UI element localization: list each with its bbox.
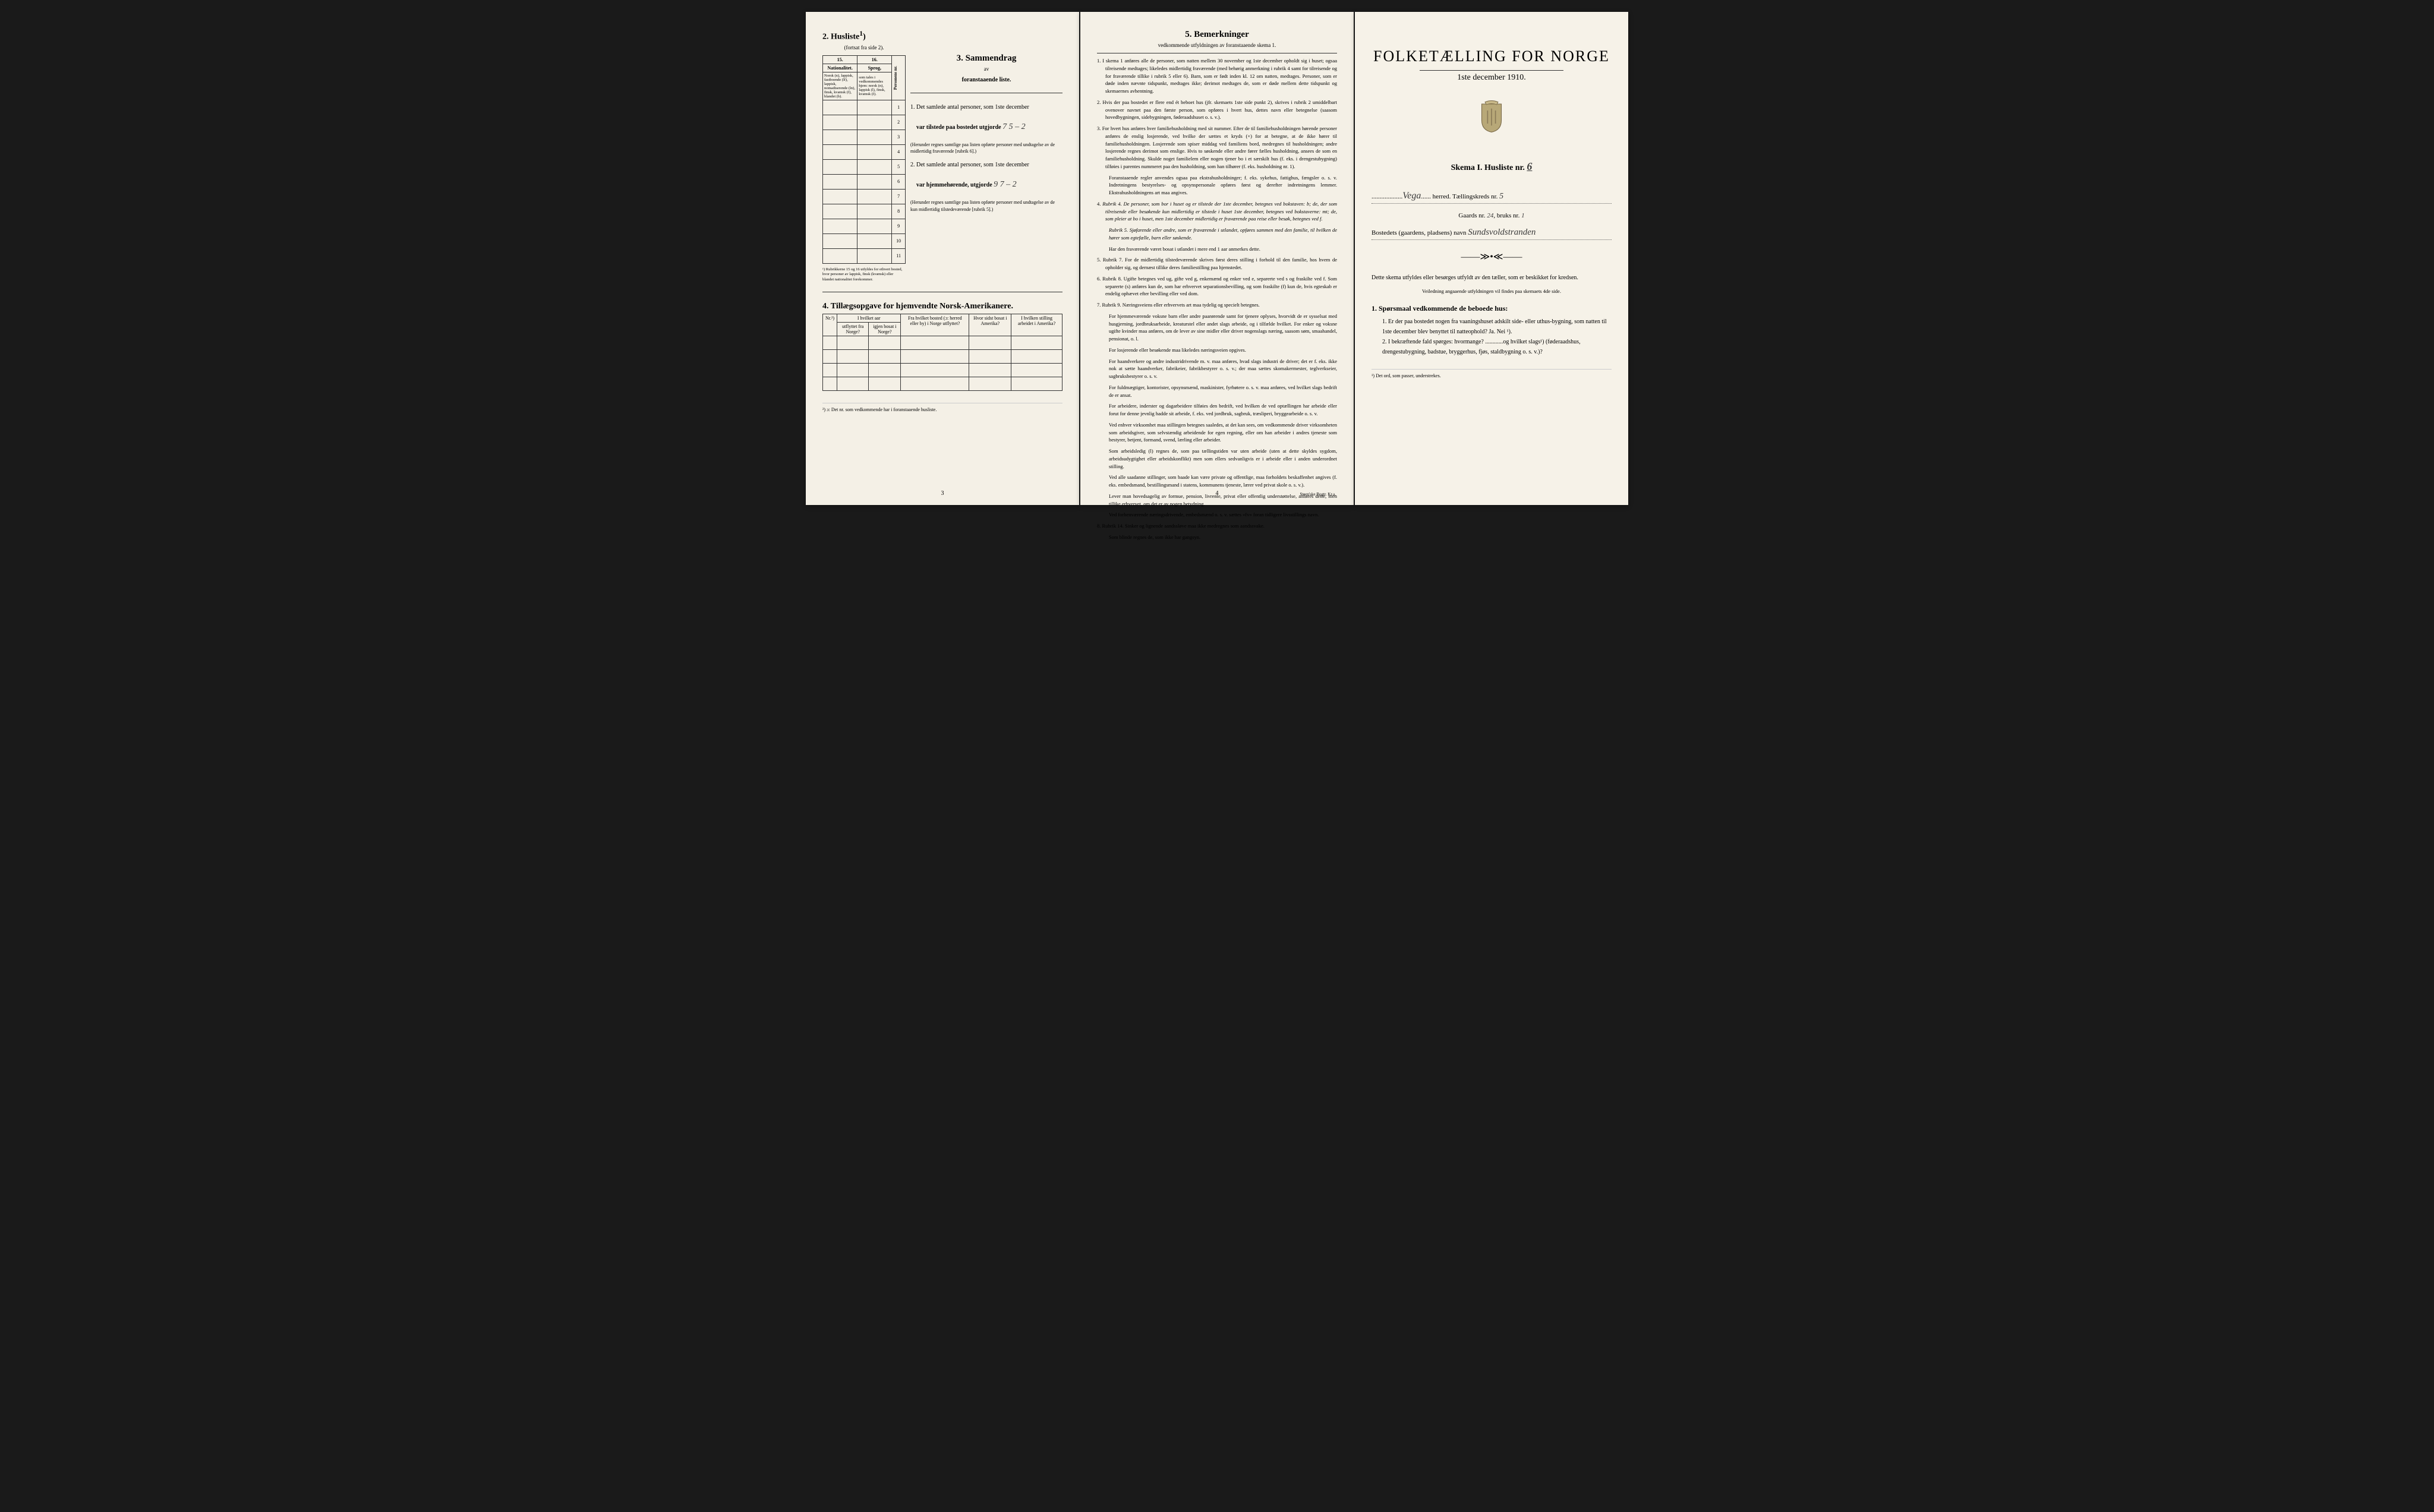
rubrik-9b: For losjerende eller besøkende maa likel… [1097,346,1337,354]
rubrik-9e: For arbeidere, inderster og dagarbeidere… [1097,402,1337,418]
tillaeg-table: Nr.²) I hvilket aar Fra hvilket bosted (… [822,314,1062,391]
rubrik-9h: Ved alle saadanne stillinger, som baade … [1097,474,1337,489]
rubrik-9g: Som arbeidsledig (l) regnes de, som paa … [1097,447,1337,470]
husliste-title: 2. Husliste1) [822,30,906,42]
coat-of-arms-icon [1372,100,1612,137]
page-number: 3 [941,490,944,497]
ornament-icon: ――≫•≪―― [1372,251,1612,263]
rubrik-14b: Som blinde regnes de, som ikke har gangs… [1097,534,1337,541]
skema-line: Skema I. Husliste nr. 6 [1372,160,1612,173]
table-row [823,377,1062,390]
page-4: 5. Bemerkninger vedkommende utfyldningen… [1080,12,1354,505]
col-from-where: Fra hvilket bosted (ɔ: herred eller by) … [901,314,969,336]
top-section: 2. Husliste1) (fortsat fra side 2). 15. … [822,30,1062,282]
summary-note-1: (Herunder regnes samtlige paa listen opf… [910,141,1062,154]
question-header: 1. Spørsmaal vedkommende de beboede hus: [1372,304,1612,313]
rubrik-9f: Ved enhver virksomhet maa stillingen bet… [1097,421,1337,444]
document-spread: 2. Husliste1) (fortsat fra side 2). 15. … [794,0,1640,517]
nationalitet-text: Norsk (n), lappisk, fastboende (lf), lap… [823,72,857,100]
col-last-america: Hvor sidst bosat i Amerika? [969,314,1011,336]
bosted-line: Bostedets (gaardens, pladsens) navn Sund… [1372,228,1612,240]
handwritten-value-2: 9 7 – 2 [994,180,1017,189]
col-emigrated: utflyttet fra Norge? [837,322,869,336]
table-row: 10 [823,233,906,248]
rubrik-5: Rubrik 5. Sjøfarende eller andre, som er… [1097,226,1337,242]
rubrik-7: 5. Rubrik 7. For de midlertidig tilstede… [1097,256,1337,272]
sprog-header: Sprog, [857,64,892,72]
table-row: 1 [823,100,906,115]
rubrik-9d: For fuldmægtiger, kontorister, opsynsmæn… [1097,384,1337,399]
col-year-group: I hvilket aar [837,314,901,322]
gaard-line: Gaards nr. 24, bruks nr. 1 [1372,212,1612,219]
sammendrag-title: 3. Sammendrag [910,53,1062,64]
table-row: 2 [823,115,906,130]
table-row [823,336,1062,349]
bosted-value: Sundsvoldstranden [1468,228,1536,237]
rubrik-5b: Har den fraværende været bosat i utlande… [1097,245,1337,253]
remark-3: 3. For hvert hus anføres hver familiehus… [1097,125,1337,171]
husliste-nr-value: 6 [1527,160,1532,172]
table-row: 11 [823,248,906,263]
summary-note-2: (Herunder regnes samtlige paa listen opf… [910,199,1062,212]
summary-item-2: 2. Det samlede antal personer, som 1ste … [910,160,1062,191]
table-row: 5 [823,159,906,174]
rubrik-9j: Ved forhenværende næringsdrivende, embed… [1097,511,1337,519]
question-2: 2. I bekræftende fald spørges: hvormange… [1372,337,1612,357]
page-3: 2. Husliste1) (fortsat fra side 2). 15. … [806,12,1079,505]
table-row [823,349,1062,363]
husliste-table: 15. 16. Personens nr. Nationalitet. Spro… [822,55,906,264]
table-row: 3 [823,130,906,144]
col-position: I hvilken stilling arbeidet i Amerika? [1011,314,1062,336]
table-row: 9 [823,219,906,233]
main-title: FOLKETÆLLING FOR NORGE [1372,48,1612,65]
herred-value: Vega [1402,191,1421,201]
handwritten-value-1: 7 5 – 2 [1002,122,1026,131]
rubrik-9: 7. Rubrik 9. Næringsveiens eller erhverv… [1097,301,1337,309]
instruction-1: Dette skema utfyldes eller besørges utfy… [1372,273,1612,283]
sprog-text: som tales i vedkommendes hjem: norsk (n)… [857,72,892,100]
page-title: FOLKETÆLLING FOR NORGE 1ste december 191… [1355,12,1628,505]
census-date: 1ste december 1910. [1372,73,1612,83]
table-row: 4 [823,144,906,159]
summary-item-1: 1. Det samlede antal personer, som 1ste … [910,103,1062,133]
rubrik-footnote: ¹) Rubrikkerne 15 og 16 utfyldes for eth… [822,267,906,282]
col-16: 16. [857,55,892,64]
rubrik-9c: For haandverkere og andre industridriven… [1097,358,1337,380]
question-1: 1. Er der paa bostedet nogen fra vaaning… [1372,317,1612,337]
instruction-2: Veiledning angaaende utfyldningen vil fi… [1372,288,1612,296]
sammendrag-column: 3. Sammendrag av foranstaaende liste. 1.… [910,30,1062,282]
husliste-column: 2. Husliste1) (fortsat fra side 2). 15. … [822,30,906,282]
husliste-subtitle: (fortsat fra side 2). [822,45,906,50]
remark-3b: Foranstaaende regler anvendes ogsaa paa … [1097,174,1337,197]
col-15: 15. [823,55,857,64]
sammendrag-av: av [910,66,1062,72]
rubrik-14: 8. Rubrik 14. Sinker og lignende aandssl… [1097,522,1337,530]
nationalitet-header: Nationalitet. [823,64,857,72]
table-row [823,363,1062,377]
table-row: 6 [823,174,906,189]
table-row: 7 [823,189,906,204]
remark-2: 2. Hvis der paa bostedet er flere end ét… [1097,99,1337,121]
col-returned: igjen bosat i Norge? [869,322,901,336]
remark-1: 1. I skema 1 anføres alle de personer, s… [1097,57,1337,95]
gaard-value: 24 [1487,212,1493,219]
tillaeg-title: 4. Tillægsopgave for hjemvendte Norsk-Am… [822,302,1062,311]
rubrik-9a: For hjemmeværende voksne barn eller andr… [1097,312,1337,343]
table-row: 8 [823,204,906,219]
herred-line: ...................Vega...... herred. Tæ… [1372,191,1612,204]
page-number: 4 [1216,490,1219,497]
rubrik-4: 4. Rubrik 4. De personer, som bor i huse… [1097,200,1337,223]
kreds-value: 5 [1499,192,1503,201]
sammendrag-subtitle: foranstaaende liste. [910,77,1062,83]
col-nr: Nr.²) [823,314,837,336]
bruks-value: 1 [1521,212,1525,219]
col-person-nr: Personens nr. [892,55,906,100]
printer-mark: Steen'ske Bogtr. Kr.a. [1300,492,1336,497]
bemerkninger-title: 5. Bemerkninger [1097,30,1337,40]
page3-footnote: ¹) Det ord, som passer, understrekes. [1372,369,1612,378]
tillaeg-footnote: ²) ɔ: Det nr. som vedkommende har i fora… [822,403,1062,412]
bemerkninger-subtitle: vedkommende utfyldningen av foranstaaend… [1097,42,1337,48]
rubrik-8: 6. Rubrik 8. Ugifte betegnes ved ug, gif… [1097,275,1337,298]
